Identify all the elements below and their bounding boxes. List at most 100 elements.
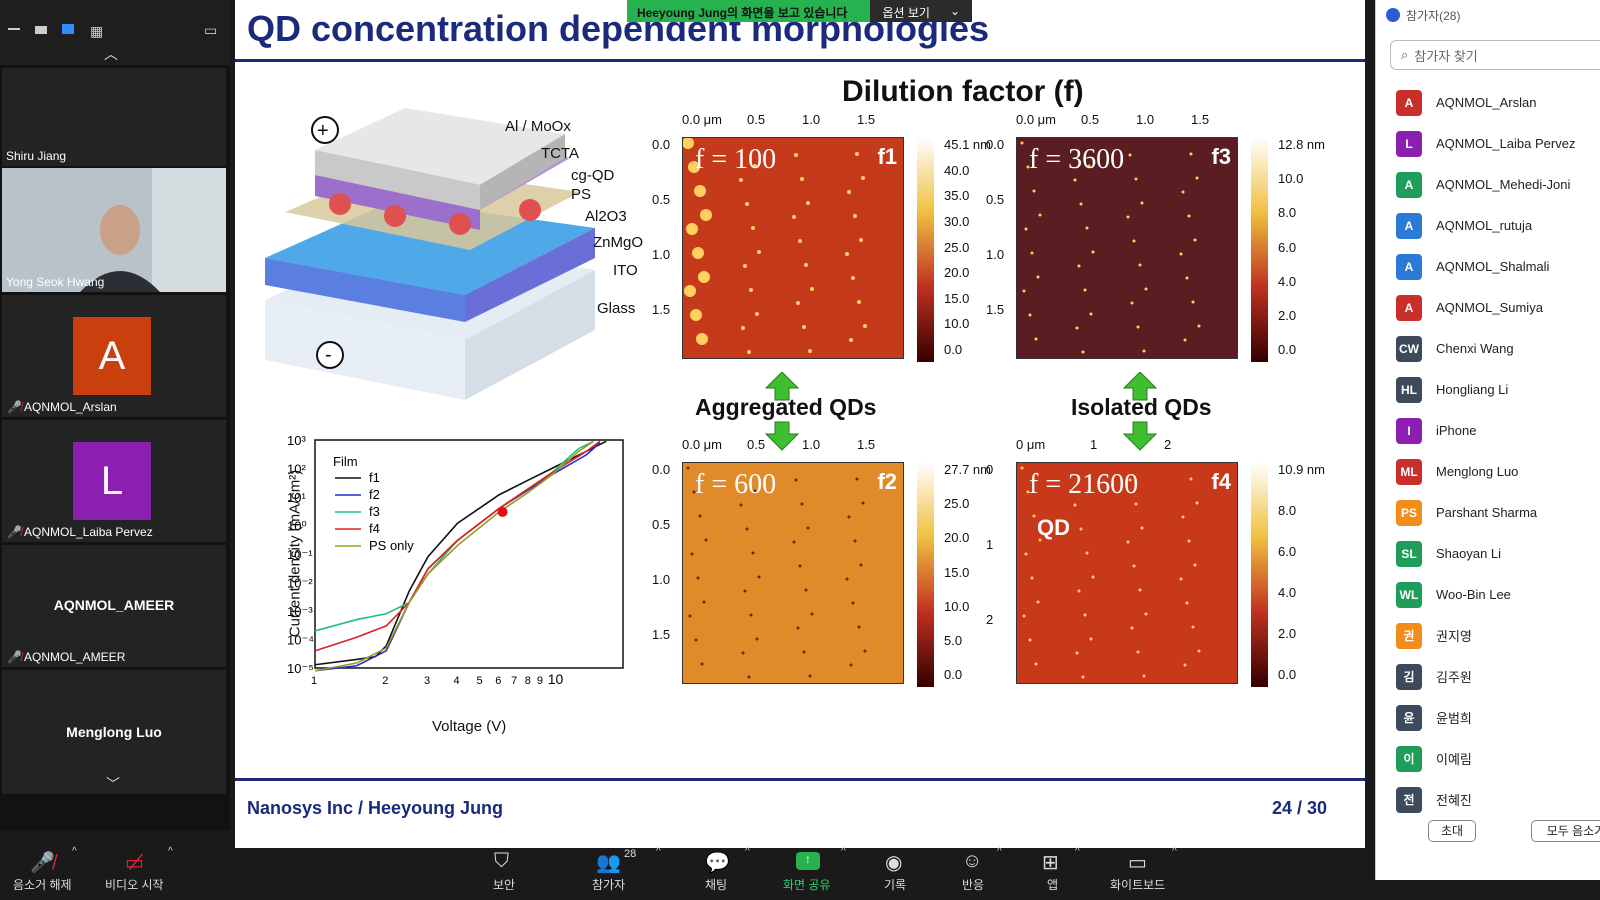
participant-avatar: A — [1396, 171, 1422, 198]
muted-mic-icon: 🎤̸ — [7, 525, 22, 539]
participant-row[interactable]: A AQNMOL_Shalmali — [1376, 246, 1600, 287]
reactions-icon[interactable]: ☺ — [962, 850, 983, 872]
device-schematic: + - — [265, 108, 595, 400]
colorbar-label: 10.0 — [944, 598, 970, 614]
participant-name: Hongliang Li — [1436, 382, 1509, 397]
afm-image: f = 600 f2 — [682, 462, 904, 684]
participant-row[interactable]: PS Parshant Sharma — [1376, 492, 1600, 533]
video-off-icon[interactable]: ▭̸ — [125, 852, 144, 874]
legend-entry: f4 — [369, 521, 380, 536]
unmute-button[interactable]: 음소거 해제 — [13, 878, 72, 892]
participant-row[interactable]: 윤 윤범희 — [1376, 697, 1600, 738]
participants-button[interactable]: 참가자 — [592, 878, 626, 892]
apps-button[interactable]: 앱 — [1047, 878, 1059, 892]
reactions-chevron[interactable]: ^ — [997, 846, 1002, 857]
participant-row[interactable]: HL Hongliang Li — [1376, 369, 1600, 410]
video-tile[interactable]: L 🎤̸ AQNMOL_Laiba Pervez — [2, 420, 226, 542]
participant-row[interactable]: 전 전혜진 — [1376, 779, 1600, 820]
view-options-button[interactable]: 옵션 보기 ⌄ — [870, 0, 972, 22]
whiteboard-button[interactable]: 화이트보드 — [1110, 878, 1166, 892]
y-tick-label: 10⁰ — [287, 519, 307, 534]
record-icon[interactable]: ◉ — [885, 852, 903, 874]
svg-text:+: + — [317, 120, 329, 142]
participant-name: 권지영 — [1436, 629, 1472, 644]
layer-label: Al2O3 — [585, 208, 627, 225]
participant-avatar: L — [1396, 130, 1422, 157]
participant-row[interactable]: SL Shaoyan Li — [1376, 533, 1600, 574]
y-tick-label: 10⁻⁵ — [287, 661, 314, 676]
participant-row[interactable]: CW Chenxi Wang — [1376, 328, 1600, 369]
participant-row[interactable]: 권 권지영 — [1376, 615, 1600, 656]
colorbar-label: 0.0 — [944, 342, 963, 357]
search-input[interactable]: 참가자 찾기 — [1414, 48, 1478, 64]
participant-row[interactable]: A AQNMOL_Arslan — [1376, 82, 1600, 123]
afm-image: f = 21600 f4 QD — [1016, 462, 1238, 684]
slide-number: 24 / 30 — [1271, 798, 1327, 818]
video-tile[interactable]: Menglong Luo ﹀ — [2, 670, 226, 794]
search-box[interactable]: ⌕ 참가자 찾기 — [1390, 40, 1600, 70]
x-tick-label: 2 — [382, 675, 388, 687]
colorbar-label: 0.0 — [944, 667, 963, 682]
participant-row[interactable]: ML Menglong Luo — [1376, 451, 1600, 492]
sharing-banner: Heeyoung Jung의 화면을 보고 있습니다 옵션 보기 ⌄ — [627, 0, 972, 22]
participant-avatar: CW — [1396, 335, 1422, 362]
share-screen-button[interactable]: 화면 공유 — [783, 878, 831, 892]
participant-row[interactable]: A AQNMOL_rutuja — [1376, 205, 1600, 246]
start-video-button[interactable]: 비디오 시작 — [105, 878, 164, 892]
participant-row[interactable]: A AQNMOL_Sumiya — [1376, 287, 1600, 328]
participant-row[interactable]: A AQNMOL_Mehedi-Joni — [1376, 164, 1600, 205]
chat-chevron[interactable]: ^ — [745, 846, 750, 857]
plot-frame — [314, 439, 624, 669]
x-tick-label: 1 — [1090, 437, 1098, 452]
participant-row[interactable]: 김 김주원 — [1376, 656, 1600, 697]
participant-avatar: 전 — [1396, 786, 1422, 813]
mute-all-button[interactable]: 모두 음소거 — [1531, 820, 1600, 842]
gallery-controls: ▦ ▭ ︿ — [0, 0, 230, 65]
scroll-up-icon[interactable]: ︿ — [104, 46, 118, 62]
video-tile[interactable]: A 🎤̸ AQNMOL_Arslan — [2, 295, 226, 417]
share-chevron[interactable]: ^ — [841, 846, 846, 857]
chat-button[interactable]: 채팅 — [705, 878, 728, 892]
participants-icon[interactable]: 👥 — [596, 852, 621, 874]
colorbar-label: 45.1 nm — [944, 137, 991, 152]
apps-chevron[interactable]: ^ — [1075, 846, 1080, 857]
panel-header: 참가자(28) — [1406, 8, 1461, 23]
x-tick-label: 1 — [311, 675, 317, 687]
video-tile[interactable]: Yong Seok Hwang — [2, 168, 226, 292]
whiteboard-icon[interactable]: ▭ — [1128, 852, 1147, 874]
security-button[interactable]: 보안 — [493, 878, 516, 892]
colorbar-label: 12.8 nm — [1278, 137, 1325, 152]
strip-view-icon[interactable] — [62, 24, 74, 34]
invite-button[interactable]: 초대 — [1428, 820, 1476, 842]
record-button[interactable]: 기록 — [884, 878, 907, 892]
y-tick-label: 0.5 — [986, 192, 1005, 207]
minimize-icon[interactable] — [8, 28, 20, 30]
chat-icon[interactable]: 💬 — [705, 852, 730, 874]
legend-entry: f1 — [369, 470, 380, 485]
colorbar-label: 35.0 — [944, 188, 970, 204]
participant-name: AQNMOL_Laiba Pervez — [24, 525, 153, 539]
participant-row[interactable]: L AQNMOL_Laiba Pervez — [1376, 123, 1600, 164]
window-toggle-icon[interactable]: ▭ — [204, 22, 218, 38]
video-tile[interactable]: Shiru Jiang — [2, 68, 226, 166]
participant-row[interactable]: 이 이예림 — [1376, 738, 1600, 779]
audio-options-chevron[interactable]: ^ — [72, 846, 77, 857]
scroll-down-icon[interactable]: ﹀ — [106, 776, 120, 792]
x-tick-label: 4 — [454, 675, 460, 687]
whiteboard-chevron[interactable]: ^ — [1172, 846, 1177, 857]
muted-mic-icon[interactable]: 🎤̸ — [30, 852, 55, 874]
apps-icon[interactable]: ⊞ — [1042, 852, 1059, 874]
video-options-chevron[interactable]: ^ — [168, 846, 173, 857]
reactions-button[interactable]: 반응 — [962, 878, 985, 892]
video-tile[interactable]: AQNMOL_AMEER 🎤̸ AQNMOL_AMEER — [2, 545, 226, 667]
grid-view-icon[interactable]: ▦ — [90, 23, 104, 39]
y-tick-label: 1 — [986, 537, 994, 552]
participant-row[interactable]: WL Woo-Bin Lee — [1376, 574, 1600, 615]
shield-icon[interactable]: ⛉ — [494, 850, 509, 872]
speaker-view-icon[interactable] — [35, 26, 47, 34]
x-tick-label: 0.0 μm — [682, 112, 723, 127]
share-screen-icon[interactable]: ↑ — [796, 852, 820, 870]
participants-chevron[interactable]: ^ — [656, 846, 661, 857]
participant-center-name: Menglong Luo — [66, 724, 162, 740]
